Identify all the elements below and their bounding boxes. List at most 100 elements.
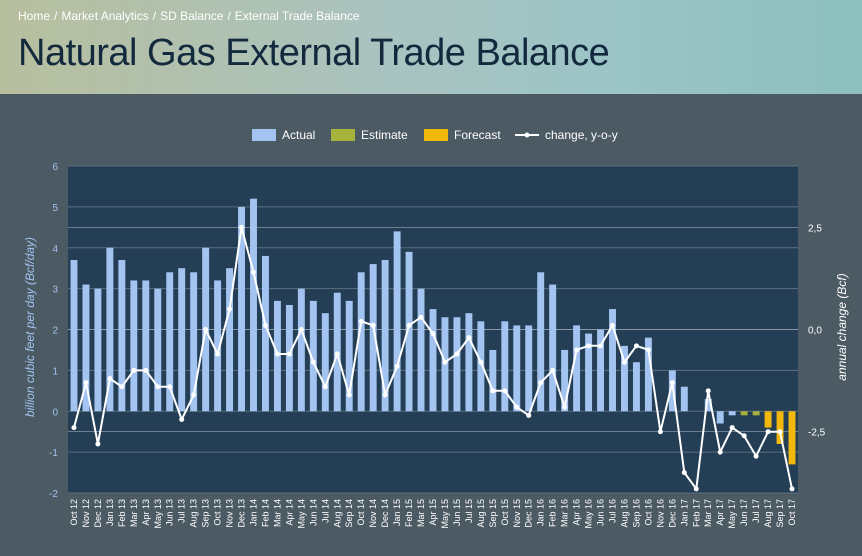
bar-actual[interactable] (453, 317, 461, 412)
change-yoy-point[interactable] (729, 425, 735, 431)
change-yoy-point[interactable] (526, 412, 532, 418)
change-yoy-point[interactable] (346, 392, 352, 398)
change-yoy-point[interactable] (621, 359, 627, 365)
change-yoy-point[interactable] (406, 322, 412, 328)
change-yoy-point[interactable] (657, 429, 663, 435)
change-yoy-point[interactable] (250, 269, 256, 275)
bar-actual[interactable] (501, 321, 509, 412)
change-yoy-point[interactable] (550, 367, 556, 373)
bar-actual[interactable] (381, 260, 389, 412)
change-yoy-point[interactable] (466, 335, 472, 341)
change-yoy-point[interactable] (645, 347, 651, 353)
breadcrumb-market-analytics[interactable]: Market Analytics (61, 9, 149, 23)
bar-actual[interactable] (369, 264, 377, 412)
bar-actual[interactable] (716, 411, 724, 424)
bar-actual[interactable] (214, 280, 222, 412)
bar-actual[interactable] (190, 272, 198, 412)
change-yoy-point[interactable] (574, 347, 580, 353)
bar-actual[interactable] (417, 288, 425, 412)
bar-forecast[interactable] (788, 411, 796, 465)
change-yoy-point[interactable] (131, 367, 137, 373)
change-yoy-point[interactable] (430, 331, 436, 337)
legend-swatch-estimate[interactable] (331, 129, 355, 141)
bar-actual[interactable] (166, 272, 174, 412)
change-yoy-point[interactable] (83, 380, 89, 386)
bar-actual[interactable] (285, 304, 293, 412)
change-yoy-point[interactable] (227, 306, 233, 312)
change-yoy-point[interactable] (286, 351, 292, 357)
bar-actual[interactable] (106, 247, 114, 412)
change-yoy-point[interactable] (502, 388, 508, 394)
bar-actual[interactable] (477, 321, 485, 412)
bar-actual[interactable] (561, 349, 569, 412)
change-yoy-point[interactable] (454, 351, 460, 357)
change-yoy-point[interactable] (538, 380, 544, 386)
change-yoy-point[interactable] (394, 363, 400, 369)
change-yoy-point[interactable] (705, 388, 711, 394)
bar-actual[interactable] (321, 313, 329, 412)
change-yoy-point[interactable] (203, 327, 209, 332)
legend-swatch-forecast[interactable] (424, 129, 448, 141)
change-yoy-point[interactable] (215, 351, 221, 357)
bar-actual[interactable] (405, 251, 413, 412)
bar-actual[interactable] (537, 272, 545, 412)
bar-estimate[interactable] (740, 411, 748, 416)
change-yoy-point[interactable] (310, 359, 316, 365)
bar-estimate[interactable] (752, 411, 760, 416)
bar-actual[interactable] (70, 260, 78, 412)
breadcrumb-home[interactable]: Home (18, 9, 51, 23)
change-yoy-point[interactable] (119, 384, 125, 390)
change-yoy-point[interactable] (179, 416, 185, 422)
change-yoy-point[interactable] (71, 425, 77, 431)
legend-label-actual[interactable]: Actual (282, 128, 315, 142)
change-yoy-point[interactable] (370, 322, 376, 328)
bar-actual[interactable] (226, 268, 234, 412)
change-yoy-point[interactable] (322, 384, 328, 390)
change-yoy-point[interactable] (669, 380, 675, 386)
legend-swatch-actual[interactable] (252, 129, 276, 141)
legend-label-estimate[interactable]: Estimate (361, 128, 408, 142)
bar-actual[interactable] (142, 280, 150, 412)
change-yoy-point[interactable] (155, 384, 161, 390)
bar-actual[interactable] (357, 272, 365, 412)
change-yoy-point[interactable] (95, 441, 101, 447)
change-yoy-point[interactable] (633, 343, 639, 349)
bar-actual[interactable] (393, 231, 401, 412)
legend-label-change[interactable]: change, y-o-y (545, 128, 618, 142)
change-yoy-point[interactable] (442, 359, 448, 365)
bar-actual[interactable] (178, 268, 186, 412)
change-yoy-point[interactable] (239, 224, 245, 230)
bar-actual[interactable] (154, 288, 162, 412)
legend-label-forecast[interactable]: Forecast (454, 128, 501, 142)
change-yoy-point[interactable] (143, 367, 149, 373)
change-yoy-point[interactable] (107, 376, 113, 382)
bar-actual[interactable] (82, 284, 90, 412)
bar-actual[interactable] (704, 398, 712, 412)
bar-actual[interactable] (489, 349, 497, 412)
change-yoy-point[interactable] (490, 388, 496, 394)
change-yoy-point[interactable] (777, 429, 783, 435)
change-yoy-point[interactable] (741, 433, 747, 439)
change-yoy-point[interactable] (598, 343, 604, 349)
bar-actual[interactable] (525, 325, 533, 412)
change-yoy-point[interactable] (765, 429, 771, 435)
bar-actual[interactable] (238, 206, 245, 412)
bar-actual[interactable] (297, 288, 305, 412)
bar-actual[interactable] (609, 309, 616, 412)
change-yoy-point[interactable] (693, 486, 699, 492)
change-yoy-point[interactable] (358, 318, 364, 324)
bar-actual[interactable] (118, 260, 126, 412)
change-yoy-point[interactable] (586, 343, 592, 349)
bar-actual[interactable] (728, 411, 736, 416)
change-yoy-point[interactable] (382, 392, 388, 398)
bar-actual[interactable] (668, 370, 676, 412)
change-yoy-point[interactable] (717, 449, 723, 455)
bar-actual[interactable] (549, 284, 557, 412)
change-yoy-point[interactable] (191, 392, 197, 398)
bar-actual[interactable] (94, 288, 102, 412)
bar-actual[interactable] (261, 255, 269, 412)
change-yoy-point[interactable] (514, 404, 520, 410)
change-yoy-point[interactable] (610, 322, 616, 328)
bar-forecast[interactable] (776, 411, 784, 444)
bar-actual[interactable] (644, 337, 652, 412)
